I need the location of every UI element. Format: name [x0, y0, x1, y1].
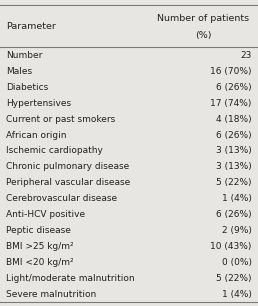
Text: 2 (9%): 2 (9%) [222, 226, 252, 235]
Text: Chronic pulmonary disease: Chronic pulmonary disease [6, 162, 130, 171]
Text: Light/moderate malnutrition: Light/moderate malnutrition [6, 274, 135, 283]
Text: Parameter: Parameter [6, 21, 56, 31]
Text: 5 (22%): 5 (22%) [216, 274, 252, 283]
Text: 16 (70%): 16 (70%) [210, 67, 252, 76]
Text: 10 (43%): 10 (43%) [210, 242, 252, 251]
Text: BMI >25 kg/m²: BMI >25 kg/m² [6, 242, 74, 251]
Text: 6 (26%): 6 (26%) [216, 210, 252, 219]
Text: Severe malnutrition: Severe malnutrition [6, 290, 97, 299]
Text: Males: Males [6, 67, 33, 76]
Text: 6 (26%): 6 (26%) [216, 131, 252, 140]
Text: 0 (0%): 0 (0%) [222, 258, 252, 267]
Text: Number: Number [6, 51, 43, 60]
Text: Number of patients: Number of patients [157, 14, 249, 23]
Text: 3 (13%): 3 (13%) [216, 162, 252, 171]
Text: African origin: African origin [6, 131, 67, 140]
Text: Peripheral vascular disease: Peripheral vascular disease [6, 178, 131, 187]
Text: (%): (%) [195, 31, 211, 40]
Text: 1 (4%): 1 (4%) [222, 290, 252, 299]
Text: Ischemic cardiopathy: Ischemic cardiopathy [6, 147, 103, 155]
Text: 6 (26%): 6 (26%) [216, 83, 252, 92]
Text: Cerebrovascular disease: Cerebrovascular disease [6, 194, 118, 203]
Text: 1 (4%): 1 (4%) [222, 194, 252, 203]
Text: 23: 23 [240, 51, 252, 60]
Text: Diabetics: Diabetics [6, 83, 49, 92]
Text: Current or past smokers: Current or past smokers [6, 115, 116, 124]
Text: Hypertensives: Hypertensives [6, 99, 71, 108]
Text: Anti-HCV positive: Anti-HCV positive [6, 210, 86, 219]
Text: Peptic disease: Peptic disease [6, 226, 71, 235]
Text: 4 (18%): 4 (18%) [216, 115, 252, 124]
Text: 17 (74%): 17 (74%) [210, 99, 252, 108]
Text: 5 (22%): 5 (22%) [216, 178, 252, 187]
Text: 3 (13%): 3 (13%) [216, 147, 252, 155]
Text: BMI <20 kg/m²: BMI <20 kg/m² [6, 258, 74, 267]
